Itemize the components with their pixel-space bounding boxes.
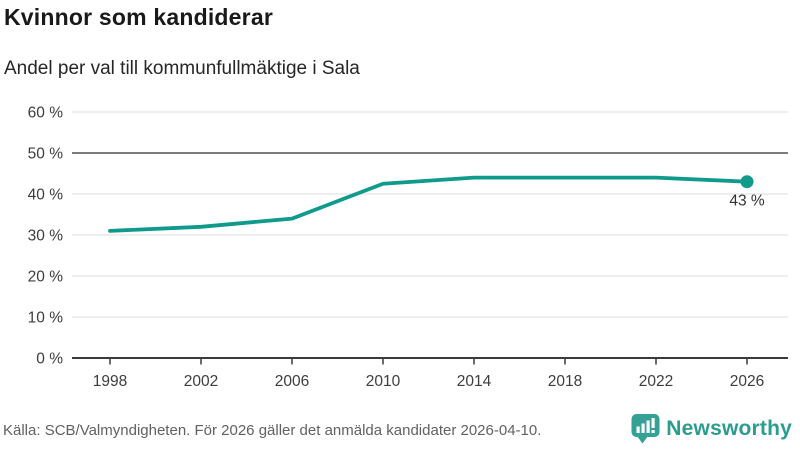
end-point-dot: [740, 175, 754, 189]
footer: Källa: SCB/Valmyndigheten. För 2026 gäll…: [0, 410, 800, 450]
x-tick-label: 2026: [730, 373, 764, 390]
end-point-label: 43 %: [729, 193, 765, 210]
y-tick-label: 50 %: [28, 146, 64, 163]
x-tick-label: 2014: [457, 373, 492, 390]
brand-name: Newsworthy: [666, 417, 792, 440]
source-note: Källa: SCB/Valmyndigheten. För 2026 gäll…: [3, 421, 542, 439]
x-tick-label: 2022: [639, 373, 673, 390]
y-tick-label: 10 %: [28, 310, 64, 327]
trend-line: [108, 175, 749, 233]
y-tick-label: 0 %: [36, 351, 63, 368]
y-tick-label: 40 %: [28, 187, 64, 204]
x-tick-label: 1998: [93, 373, 127, 390]
x-tick-label: 2006: [275, 373, 309, 390]
newsworthy-bubble-chart-icon: [631, 414, 660, 444]
chart-title: Kvinnor som kandiderar: [4, 4, 273, 30]
y-tick-label: 60 %: [28, 105, 64, 122]
y-tick-label: 30 %: [28, 228, 64, 245]
line-chart: 0 % 10 % 20 % 30 % 40 % 50 % 60 % 1998 2002 2006 2…: [28, 105, 788, 390]
y-tick-label: 20 %: [28, 269, 64, 286]
brand-logo: Newsworthy: [631, 414, 800, 444]
x-tick-label: 2010: [366, 373, 401, 390]
x-tick-label: 2018: [548, 373, 582, 390]
chart-subtitle: Andel per val till kommunfullmäktige i S…: [4, 58, 360, 79]
x-tick-label: 2002: [184, 373, 218, 390]
